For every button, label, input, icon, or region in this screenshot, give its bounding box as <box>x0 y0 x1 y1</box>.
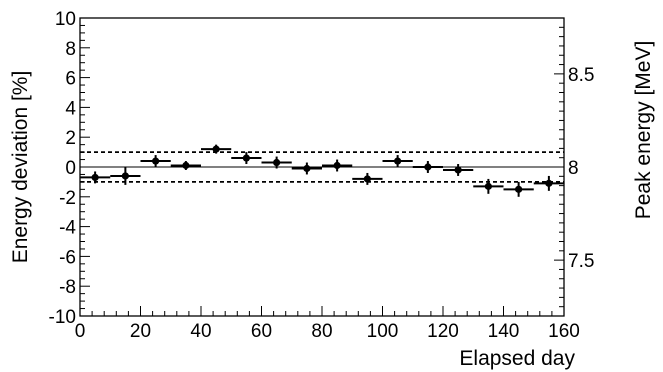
y-axis-right-title: Peak energy [MeV] <box>632 41 655 220</box>
data-point <box>273 158 281 167</box>
y-tick-label: 10 <box>55 9 76 30</box>
y-tick-label: -2 <box>59 188 76 209</box>
y-tick-label: -8 <box>59 277 76 298</box>
x-axis-title: Elapsed day <box>459 347 575 370</box>
x-tick-label: 60 <box>251 321 272 342</box>
data-point <box>363 175 371 183</box>
y-axis-left: -10 -8 -6 -4 -2 0 2 4 6 8 10 <box>49 9 90 328</box>
y-tick-label: 4 <box>65 98 76 119</box>
x-tick-label: 100 <box>367 321 399 342</box>
y-right-tick-label: 8.5 <box>568 65 594 86</box>
y-tick-label: -10 <box>49 307 76 328</box>
y-tick-label: 6 <box>65 69 76 90</box>
data-point <box>212 145 220 153</box>
data-point <box>121 172 129 180</box>
data-point <box>484 182 492 190</box>
data-points <box>91 145 553 193</box>
y-tick-label: 8 <box>65 39 76 60</box>
x-tick-label: 120 <box>427 321 459 342</box>
data-point <box>545 179 553 187</box>
y-right-tick-label: 8 <box>568 158 579 179</box>
x-tick-label: 140 <box>488 321 520 342</box>
x-tick-label: 40 <box>190 321 211 342</box>
x-tick-label: 20 <box>130 321 151 342</box>
data-point <box>333 161 341 170</box>
reference-lines <box>80 151 564 183</box>
data-point <box>394 157 402 165</box>
x-tick-label: 80 <box>311 321 332 342</box>
data-point <box>424 163 432 171</box>
y-axis-title: Energy deviation [%] <box>9 71 32 264</box>
data-point <box>303 164 311 173</box>
data-point <box>242 154 250 162</box>
data-point <box>515 185 523 193</box>
data-point <box>182 161 190 170</box>
data-point <box>152 157 160 165</box>
y-tick-label: 2 <box>65 128 76 149</box>
x-axis: 0 20 40 60 80 100 120 140 160 <box>75 306 580 342</box>
y-right-tick-label: 7.5 <box>568 251 594 272</box>
data-point <box>91 173 99 182</box>
x-tick-label: 160 <box>548 321 580 342</box>
plot-area <box>79 17 565 317</box>
x-tick-label: 0 <box>75 321 86 342</box>
y-tick-label: -6 <box>59 247 76 268</box>
y-axis-right: 7.5 8 8.5 <box>554 17 594 308</box>
data-point <box>454 166 462 174</box>
y-tick-label: -4 <box>59 218 76 239</box>
y-tick-label: 0 <box>65 158 76 179</box>
